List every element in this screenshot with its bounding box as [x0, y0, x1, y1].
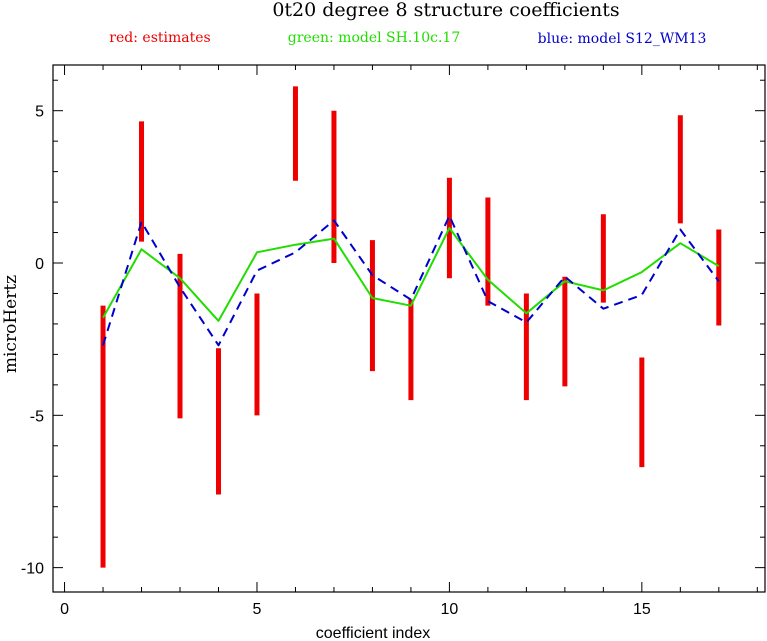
model-series [102, 214, 720, 347]
plot-frame [52, 64, 766, 593]
series-line [102, 227, 720, 322]
x-axis-label: coefficient index [316, 625, 430, 641]
x-tick-label: 10 [441, 601, 459, 618]
y-axis-label: microHertz [1, 275, 21, 373]
axis-ticks [53, 65, 765, 592]
x-tick-label: 0 [60, 601, 69, 618]
legend-model-sh10c17: green: model SH.10c.17 [288, 30, 460, 46]
chart-title: 0t20 degree 8 structure coefficients [272, 0, 619, 21]
y-tick-label: -5 [30, 408, 44, 425]
legend-estimates: red: estimates [109, 30, 210, 46]
x-tick-label: 15 [633, 601, 651, 618]
y-tick-label: 0 [35, 256, 44, 273]
x-tick-label: 5 [253, 601, 262, 618]
legend-model-s12wm13: blue: model S12_WM13 [538, 31, 707, 47]
y-tick-label: 5 [35, 104, 44, 121]
series-line [102, 214, 720, 347]
y-tick-label: -10 [21, 561, 44, 578]
tick-labels: 0 5 10 15 -10 -5 0 5 [21, 104, 651, 618]
estimate-bars [100, 86, 722, 568]
